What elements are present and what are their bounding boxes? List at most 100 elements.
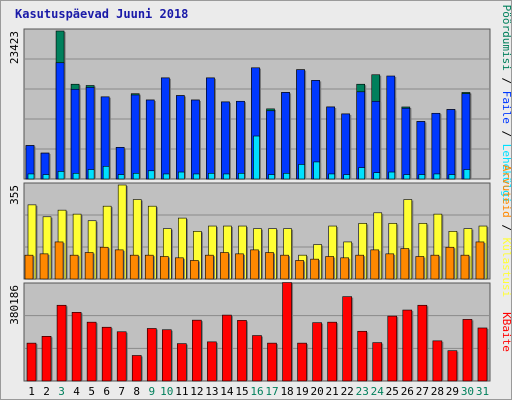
bar-faile	[85, 87, 95, 180]
bar-arvuteid	[24, 254, 34, 280]
bar-lehekulgi	[418, 174, 426, 180]
bar-kbaite	[86, 321, 97, 382]
bar-kbaite	[41, 336, 52, 382]
bar-arvuteid	[99, 246, 109, 280]
x-tick-label: 25	[386, 385, 399, 398]
bar-arvuteid	[385, 253, 395, 280]
bar-arvuteid	[340, 257, 349, 280]
x-tick-label: 19	[295, 385, 308, 398]
legend-entry: Külastusi	[500, 238, 512, 298]
bar-lehekulgi	[388, 171, 396, 180]
bar-kbaite	[342, 296, 352, 382]
bar-arvuteid	[400, 248, 410, 280]
bar-kbaite	[131, 355, 142, 382]
x-tick-label: 11	[175, 385, 188, 398]
bar-arvuteid	[475, 241, 485, 280]
bar-kbaite	[267, 342, 277, 382]
bar-lehekulgi	[162, 173, 170, 180]
bar-arvuteid	[175, 257, 184, 280]
bar-faile	[281, 92, 290, 180]
x-tick-label: 23	[356, 385, 369, 398]
bar-kbaite	[447, 350, 458, 382]
y-max-label-kbytes: 380186	[8, 285, 21, 325]
bar-lehekulgi	[253, 135, 260, 180]
bar-arvuteid	[235, 253, 244, 280]
bar-arvuteid	[460, 254, 470, 280]
bar-lehekulgi	[42, 174, 50, 180]
x-tick-label: 30	[461, 385, 474, 398]
x-tick-label: 7	[118, 385, 125, 398]
chart-title: Kasutuspäevad Juuni 2018	[15, 7, 189, 21]
bar-arvuteid	[415, 256, 425, 280]
bar-lehekulgi	[448, 174, 456, 180]
bar-lehekulgi	[132, 173, 140, 180]
y-max-label-sites: 355	[8, 185, 21, 205]
bar-arvuteid	[144, 254, 154, 280]
y-max-label-hits: 23423	[8, 31, 21, 64]
bar-kbaite	[177, 343, 187, 382]
bar-lehekulgi	[343, 174, 350, 180]
bar-arvuteid	[69, 254, 79, 280]
x-tick-label: 21	[326, 385, 339, 398]
bar-faile	[266, 110, 275, 180]
bar-lehekulgi	[403, 174, 411, 180]
bar-arvuteid	[159, 256, 169, 280]
bar-faile	[416, 121, 426, 180]
x-tick-label: 18	[280, 385, 293, 398]
bar-kbaite	[417, 304, 428, 382]
bar-lehekulgi	[463, 169, 471, 180]
bar-lehekulgi	[223, 173, 230, 180]
bar-kbaite	[402, 309, 413, 382]
bar-faile	[160, 77, 170, 180]
bar-kbaite	[237, 320, 247, 382]
x-tick-label: 24	[371, 385, 385, 398]
bar-arvuteid	[39, 253, 49, 280]
bar-arvuteid	[325, 256, 334, 280]
bar-lehekulgi	[72, 173, 80, 180]
x-tick-label: 20	[311, 385, 324, 398]
bar-lehekulgi	[433, 173, 441, 180]
bar-kbaite	[357, 330, 368, 382]
bar-lehekulgi	[57, 171, 65, 180]
bar-faile	[431, 112, 441, 180]
legend-label-hits: Pöördumisi / Faile / Lehekülgi	[500, 5, 512, 204]
bar-kbaite	[387, 315, 398, 382]
bar-arvuteid	[190, 260, 199, 280]
bar-lehekulgi	[193, 173, 200, 180]
bar-kbaite	[207, 341, 217, 382]
bar-kbaite	[222, 314, 232, 382]
legend-entry: Arvuteid	[500, 165, 512, 218]
bar-lehekulgi	[298, 164, 305, 180]
bar-lehekulgi	[102, 166, 110, 180]
bar-kbaite	[26, 342, 37, 382]
x-tick-label: 3	[58, 385, 65, 398]
x-tick-label: 16	[250, 385, 263, 398]
x-tick-label: 4	[73, 385, 80, 398]
bar-arvuteid	[295, 260, 304, 280]
bar-kbaite	[192, 319, 202, 382]
bar-kbaite	[372, 342, 383, 382]
bar-lehekulgi	[283, 173, 290, 180]
bar-faile	[236, 100, 245, 180]
bar-faile	[386, 75, 396, 180]
bar-faile	[371, 100, 381, 180]
x-tick-label: 15	[235, 385, 248, 398]
bar-kbaite	[71, 312, 82, 382]
x-tick-label: 22	[341, 385, 354, 398]
bar-lehekulgi	[328, 173, 335, 180]
bar-arvuteid	[205, 254, 214, 280]
legend-entry: Faile	[500, 91, 512, 124]
x-tick-label: 12	[190, 385, 203, 398]
bar-lehekulgi	[313, 161, 320, 180]
legend-label-kbytes: KBaite	[500, 312, 512, 352]
bar-kbaite	[477, 327, 488, 382]
bar-faile	[191, 99, 200, 180]
bar-faile	[446, 109, 456, 180]
bar-faile	[145, 99, 155, 180]
bar-kbaite	[297, 342, 307, 382]
bar-kbaite	[312, 322, 322, 382]
legend-entry: Pöördumisi	[500, 5, 512, 71]
bar-lehekulgi	[208, 173, 215, 180]
bar-faile	[326, 106, 335, 180]
